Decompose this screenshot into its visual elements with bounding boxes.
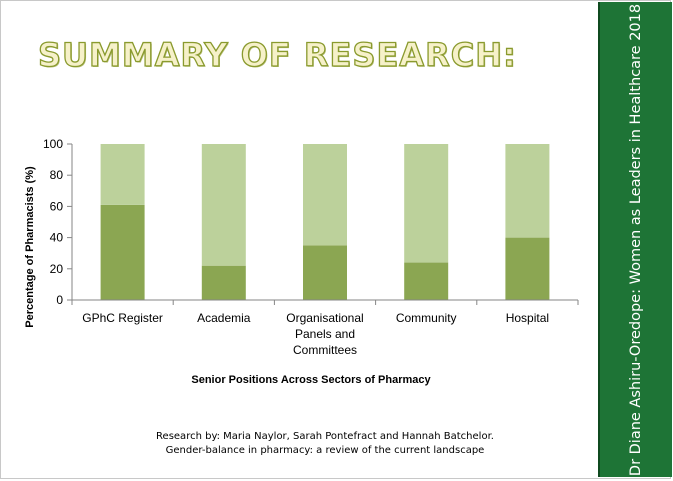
citation: Research by: Maria Naylor, Sarah Pontefr… [60, 430, 590, 458]
y-axis-title: Percentage of Pharmacists (%) [24, 166, 36, 328]
bar-segment [404, 262, 449, 300]
bar-segment [505, 144, 550, 238]
citation-title: Gender-balance in pharmacy: a review of … [165, 445, 485, 456]
bar-segment [100, 204, 145, 300]
y-tick-label: 20 [50, 262, 64, 276]
bar-segment [201, 144, 246, 266]
x-category-label: Organisational Panels and Committees [286, 311, 363, 357]
stacked-bar-chart: 0 20 40 60 80 100 GPhC Register Academia Organis… [24, 137, 579, 386]
y-tick-label: 0 [56, 293, 63, 307]
y-tick-label: 100 [43, 137, 63, 151]
slide-title: SUMMARY OF RESEARCH: [37, 35, 517, 74]
bar-segment [100, 144, 145, 205]
citation-authors: Research by: Maria Naylor, Sarah Pontefr… [156, 431, 494, 442]
bar-segment [303, 144, 347, 246]
bar-segment [303, 245, 347, 300]
x-category-label: Community [396, 311, 457, 325]
bar-segment [505, 237, 550, 300]
bar-segment [201, 265, 246, 300]
x-category-label: Academia [197, 311, 251, 325]
sidebar-banner: Dr Diane Ashiru-Oredope: Women as Leader… [598, 2, 672, 477]
y-tick-label: 60 [50, 199, 64, 213]
bar-segment [404, 144, 449, 263]
x-category-label: GPhC Register [82, 311, 163, 325]
y-tick-label: 40 [50, 231, 64, 245]
y-tick-label: 80 [50, 168, 64, 182]
sidebar-author-text: Dr Diane Ashiru-Oredope: Women as Leader… [628, 3, 644, 476]
x-category-label: Hospital [506, 311, 549, 325]
x-axis-title: Senior Positions Across Sectors of Pharm… [191, 374, 431, 386]
